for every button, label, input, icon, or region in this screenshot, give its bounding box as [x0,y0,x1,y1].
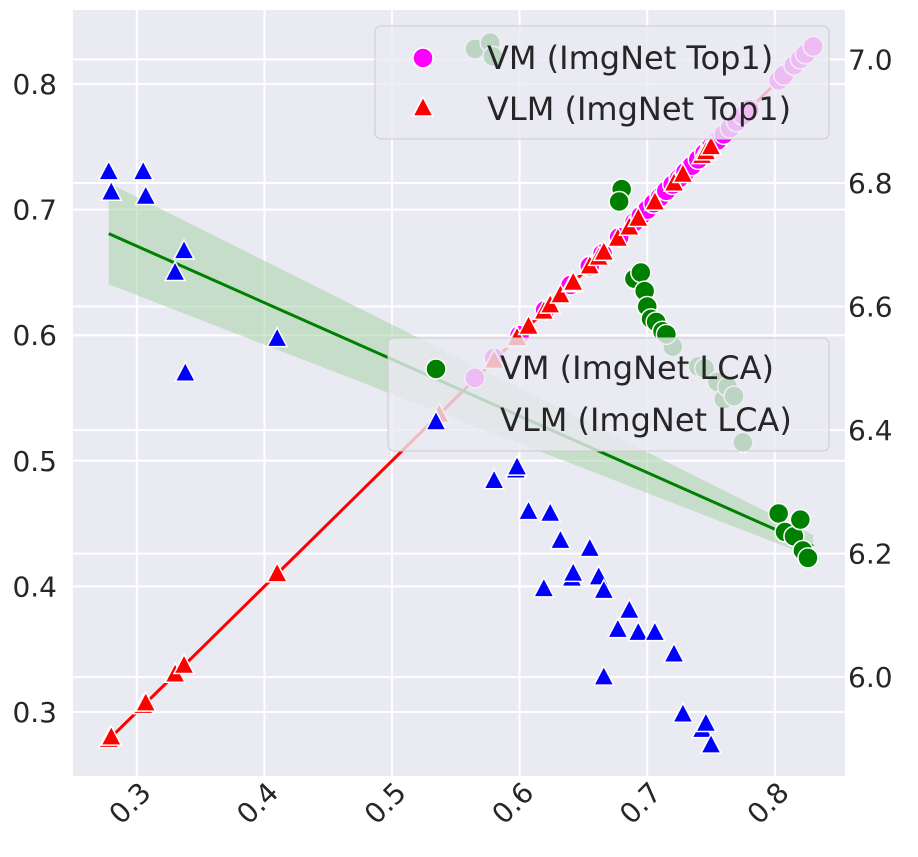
tick-labels: 0.3 0.4 0.5 0.6 0.7 0.8 0.3 0.4 0.5 0.6 0.7 0.8 6.0 6… [12,43,892,830]
legend-vm-lca-label: VM (ImgNet LCA) [500,349,774,387]
data-point-triangle [606,616,630,639]
legend-vlm-top1-label: VLM (ImgNet Top1) [487,90,791,128]
data-point-triangle [662,641,686,664]
data-point-circle [767,502,790,525]
x-tick-label: 0.6 [485,776,540,831]
data-point-triangle [671,161,695,184]
y-right-tick-label: 7.0 [848,43,893,76]
legend-mid-box [387,337,830,452]
data-point-triangle [172,238,196,260]
data-point-triangle [134,183,157,206]
data-point-triangle [517,498,540,521]
data-point-triangle [561,269,585,292]
data-point-triangle [265,561,289,583]
legend-mid: VM (ImgNet LCA) VLM (ImgNet LCA) [387,337,830,452]
y-right-tick-label: 6.6 [848,291,893,324]
data-point-triangle [592,239,616,262]
data-point-triangle [549,528,572,550]
data-point-circle [630,261,652,284]
data-point-triangle [100,724,123,746]
legend-vlm-top1-marker [411,95,435,117]
data-point-triangle [97,159,120,181]
legend-vm-lca-marker [425,358,447,380]
data-point-circle [608,190,630,213]
data-point-triangle [618,597,641,620]
data-point-triangle [627,205,650,228]
legend-top: VM (ImgNet Top1) VLM (ImgNet Top1) [374,25,830,140]
data-point-triangle [265,326,289,348]
data-point-triangle [694,710,718,733]
data-point-triangle [163,259,187,282]
x-tick-label: 0.8 [741,776,796,831]
legend-vm-top1-marker [412,47,434,69]
x-tick-label: 0.7 [613,776,668,831]
y-right-tick-label: 6.8 [848,167,893,200]
y-left-tick-label: 0.3 [12,696,57,729]
data-point-triangle [627,620,650,642]
data-point-triangle [561,560,585,583]
y-right-tick-label: 6.2 [848,538,893,571]
data-point-triangle [699,134,723,156]
data-point-triangle [578,536,602,558]
legend-vlm-lca-label: VLM (ImgNet LCA) [500,401,792,439]
data-point-triangle [134,690,157,712]
y-left-tick-label: 0.5 [12,445,57,478]
data-point-triangle [643,189,667,211]
data-point-circle [789,508,812,531]
data-point-triangle [505,454,529,476]
data-point-triangle [517,313,540,336]
data-point-triangle [538,500,562,523]
data-point-triangle [532,576,556,598]
x-tick-label: 0.5 [358,776,413,831]
data-point-triangle [592,664,616,686]
legend-vm-top1-label: VM (ImgNet Top1) [487,39,773,77]
data-point-triangle [100,179,123,201]
data-point-triangle [671,701,695,723]
data-point-circle [797,547,819,569]
legend-top-box [374,25,830,140]
y-left-tick-label: 0.8 [12,68,57,101]
data-point-triangle [482,468,506,490]
y-left-tick-label: 0.7 [12,194,57,227]
x-tick-label: 0.3 [103,776,158,831]
data-point-triangle [174,360,197,382]
data-point-triangle [606,225,630,248]
data-point-triangle [643,620,667,642]
data-point-triangle [699,732,723,754]
data-point-triangle [592,578,616,600]
y-left-tick-label: 0.4 [12,570,57,603]
data-point-triangle [549,282,572,304]
y-left-tick-label: 0.6 [12,319,57,352]
y-right-tick-label: 6.4 [848,414,893,447]
x-tick-label: 0.4 [230,776,285,831]
data-point-triangle [131,159,155,181]
data-point-triangle [172,652,196,675]
legend-vlm-lca-marker [424,409,448,431]
y-right-tick-label: 6.0 [848,661,893,694]
